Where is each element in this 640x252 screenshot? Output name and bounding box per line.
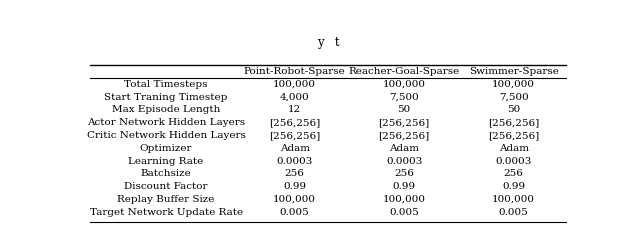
Text: [256,256]: [256,256]	[488, 131, 540, 140]
Text: 0.99: 0.99	[392, 182, 416, 191]
Text: [256,256]: [256,256]	[379, 131, 430, 140]
Text: 7,500: 7,500	[499, 93, 529, 102]
Text: 0.005: 0.005	[499, 208, 529, 217]
Text: Reacher-Goal-Sparse: Reacher-Goal-Sparse	[349, 67, 460, 76]
Text: 256: 256	[285, 169, 305, 178]
Text: 0.005: 0.005	[280, 208, 310, 217]
Text: 100,000: 100,000	[383, 195, 426, 204]
Text: [256,256]: [256,256]	[379, 118, 430, 127]
Text: 0.99: 0.99	[502, 182, 525, 191]
Text: Learning Rate: Learning Rate	[129, 156, 204, 166]
Text: Point-Robot-Sparse: Point-Robot-Sparse	[244, 67, 346, 76]
Text: Replay Buffer Size: Replay Buffer Size	[117, 195, 215, 204]
Text: 50: 50	[507, 105, 520, 114]
Text: 100,000: 100,000	[492, 80, 535, 89]
Text: 256: 256	[504, 169, 524, 178]
Text: 0.0003: 0.0003	[276, 156, 313, 166]
Text: [256,256]: [256,256]	[488, 118, 540, 127]
Text: 100,000: 100,000	[273, 195, 316, 204]
Text: 0.0003: 0.0003	[386, 156, 422, 166]
Text: Actor Network Hidden Layers: Actor Network Hidden Layers	[87, 118, 245, 127]
Text: Start Traning Timestep: Start Traning Timestep	[104, 93, 228, 102]
Text: Max Episode Length: Max Episode Length	[112, 105, 220, 114]
Text: 100,000: 100,000	[273, 80, 316, 89]
Text: [256,256]: [256,256]	[269, 131, 320, 140]
Text: 7,500: 7,500	[389, 93, 419, 102]
Text: Target Network Update Rate: Target Network Update Rate	[90, 208, 243, 217]
Text: Total Timesteps: Total Timesteps	[124, 80, 208, 89]
Text: Critic Network Hidden Layers: Critic Network Hidden Layers	[86, 131, 246, 140]
Text: 50: 50	[397, 105, 411, 114]
Text: 0.99: 0.99	[283, 182, 306, 191]
Text: Swimmer-Sparse: Swimmer-Sparse	[468, 67, 559, 76]
Text: Adam: Adam	[280, 144, 310, 153]
Text: [256,256]: [256,256]	[269, 118, 320, 127]
Text: 12: 12	[288, 105, 301, 114]
Text: y   t: y t	[317, 36, 339, 49]
Text: 100,000: 100,000	[492, 195, 535, 204]
Text: Batchsize: Batchsize	[141, 169, 191, 178]
Text: 4,000: 4,000	[280, 93, 310, 102]
Text: 0.0003: 0.0003	[495, 156, 532, 166]
Text: Discount Factor: Discount Factor	[124, 182, 208, 191]
Text: 0.005: 0.005	[389, 208, 419, 217]
Text: 256: 256	[394, 169, 414, 178]
Text: Optimizer: Optimizer	[140, 144, 193, 153]
Text: Adam: Adam	[389, 144, 419, 153]
Text: 100,000: 100,000	[383, 80, 426, 89]
Text: Adam: Adam	[499, 144, 529, 153]
